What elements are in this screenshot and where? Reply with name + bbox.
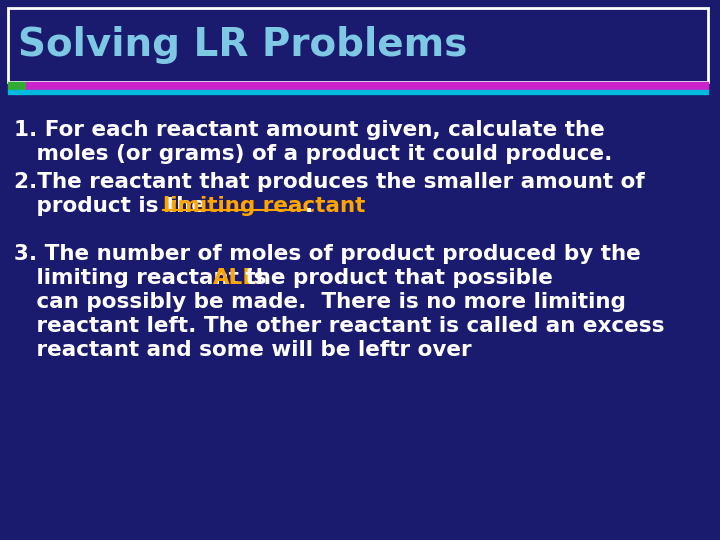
Bar bbox=[8, 8, 708, 82]
Text: ALL: ALL bbox=[213, 268, 257, 288]
Text: limiting reactant: limiting reactant bbox=[163, 196, 366, 216]
Text: reactant and some will be leftr over: reactant and some will be leftr over bbox=[14, 340, 472, 360]
Text: the product that possible: the product that possible bbox=[238, 268, 553, 288]
Bar bbox=[8, 82, 26, 90]
Text: can possibly be made.  There is no more limiting: can possibly be made. There is no more l… bbox=[14, 292, 626, 312]
Text: Solving LR Problems: Solving LR Problems bbox=[18, 26, 467, 64]
Text: moles (or grams) of a product it could produce.: moles (or grams) of a product it could p… bbox=[14, 144, 613, 164]
Text: 3. The number of moles of product produced by the: 3. The number of moles of product produc… bbox=[14, 244, 641, 264]
Text: limiting reactant is: limiting reactant is bbox=[14, 268, 274, 288]
Bar bbox=[8, 90, 708, 94]
Bar bbox=[26, 82, 708, 90]
Text: 1. For each reactant amount given, calculate the: 1. For each reactant amount given, calcu… bbox=[14, 120, 605, 140]
Text: .: . bbox=[305, 196, 312, 216]
Text: reactant left. The other reactant is called an excess: reactant left. The other reactant is cal… bbox=[14, 316, 665, 336]
Text: product is the: product is the bbox=[14, 196, 214, 216]
Text: 2.The reactant that produces the smaller amount of: 2.The reactant that produces the smaller… bbox=[14, 172, 644, 192]
